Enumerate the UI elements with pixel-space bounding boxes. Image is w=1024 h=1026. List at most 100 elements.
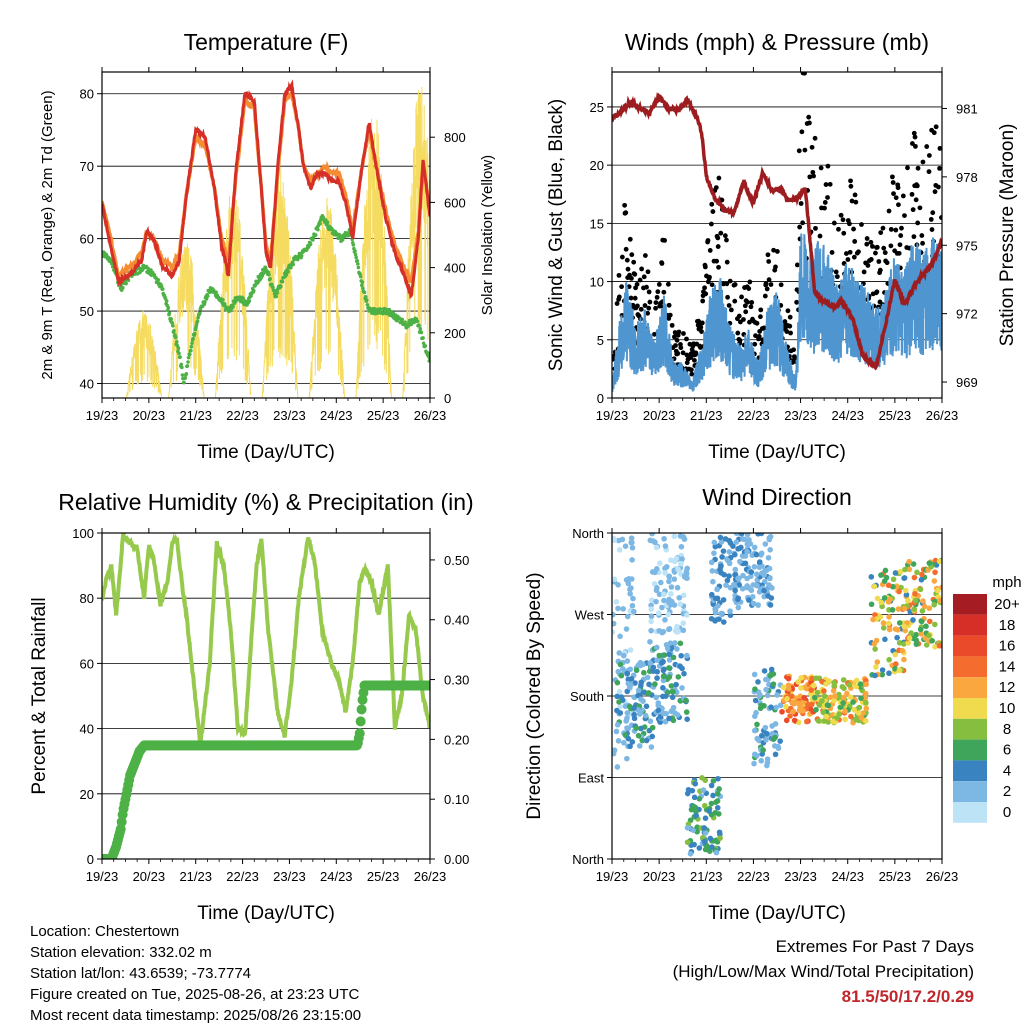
direction-point [896,588,902,595]
x-tick-label: 20/23 [643,408,676,423]
extremes-subtitle: (High/Low/Max Wind/Total Precipitation) [672,962,974,981]
direction-point [901,575,908,581]
direction-point [848,713,854,720]
colorbar-swatch [953,698,987,719]
direction-point [643,737,650,744]
gust-point [718,230,724,236]
direction-point [713,849,720,856]
direction-point [936,597,942,604]
panel-title: Relative Humidity (%) & Precipitation (i… [58,489,473,515]
gust-point [619,254,625,260]
direction-point [615,582,621,588]
gust-point [653,305,658,311]
gust-point [915,220,921,226]
gust-point [724,259,730,265]
gust-point [667,312,673,318]
gust-point [811,173,816,179]
direction-point [824,702,831,708]
direction-point [892,626,899,632]
gust-point [768,282,774,287]
gust-point [899,225,904,231]
gust-point [937,145,942,151]
direction-point [752,751,758,758]
gust-point [900,193,906,199]
direction-point [660,677,667,684]
x-axis-label: Time (Day/UTC) [197,442,335,463]
gust-point [642,303,648,308]
gust-point [838,212,844,218]
gust-point [693,350,699,356]
direction-point [767,575,773,582]
direction-point [813,675,819,681]
direction-point [785,682,792,689]
direction-point [800,699,806,705]
gust-point [874,244,880,250]
direction-point [730,543,736,549]
direction-point [801,694,807,701]
x-tick-label: 19/23 [596,408,629,423]
x-tick-label: 22/23 [226,408,259,423]
created-text: Figure created on Tue, 2025-08-26, at 23… [30,986,360,1003]
dewpoint-point [124,281,128,286]
direction-point [623,626,630,632]
gust-point [747,319,752,325]
direction-point [716,786,722,792]
direction-point [693,812,700,819]
direction-point [918,576,925,583]
gust-point [745,299,750,305]
direction-point [853,716,859,723]
direction-point [617,633,623,640]
direction-point [758,533,765,537]
direction-point [863,705,870,712]
direction-point [902,566,908,573]
direction-point [660,673,667,680]
gust-point [705,238,711,243]
direction-point [878,599,884,606]
direction-point [844,690,850,697]
direction-point [785,675,792,682]
dewpoint-point [286,269,290,274]
gust-point [859,222,864,227]
x-tick-label: 20/23 [133,869,166,884]
dewpoint-point [280,279,285,284]
direction-point [617,661,624,668]
gust-point [725,294,730,300]
direction-point [711,539,718,546]
direction-point [735,575,741,582]
direction-point [683,709,690,715]
direction-point [647,718,654,725]
direction-point [670,689,676,695]
y2-tick-label: 0.50 [444,553,469,568]
dewpoint-point [363,294,368,299]
gust-point [654,294,660,300]
direction-point [718,539,725,545]
colorbar-swatch [953,739,987,761]
direction-point [751,600,757,607]
direction-point [871,583,878,590]
direction-point [764,759,771,766]
direction-point [805,701,811,708]
direction-point [840,700,846,706]
direction-point [614,764,621,770]
gust-point [749,300,755,305]
dewpoint-point [192,331,197,336]
dewpoint-point [160,287,165,291]
gust-point [763,281,769,286]
direction-point [905,597,911,604]
direction-point [902,587,909,594]
direction-point [625,735,632,742]
direction-point [754,721,760,728]
direction-point [709,568,716,574]
direction-point [788,693,795,700]
direction-point [874,595,881,602]
plot-area [612,72,942,399]
direction-point [882,636,888,643]
dewpoint-point [164,299,169,303]
direction-point [847,694,854,700]
dewpoint-point [271,285,275,290]
direction-point [726,549,733,555]
gust-point [884,260,890,266]
gust-point [645,310,651,316]
dewpoint-point [418,326,423,331]
direction-point [680,620,687,626]
